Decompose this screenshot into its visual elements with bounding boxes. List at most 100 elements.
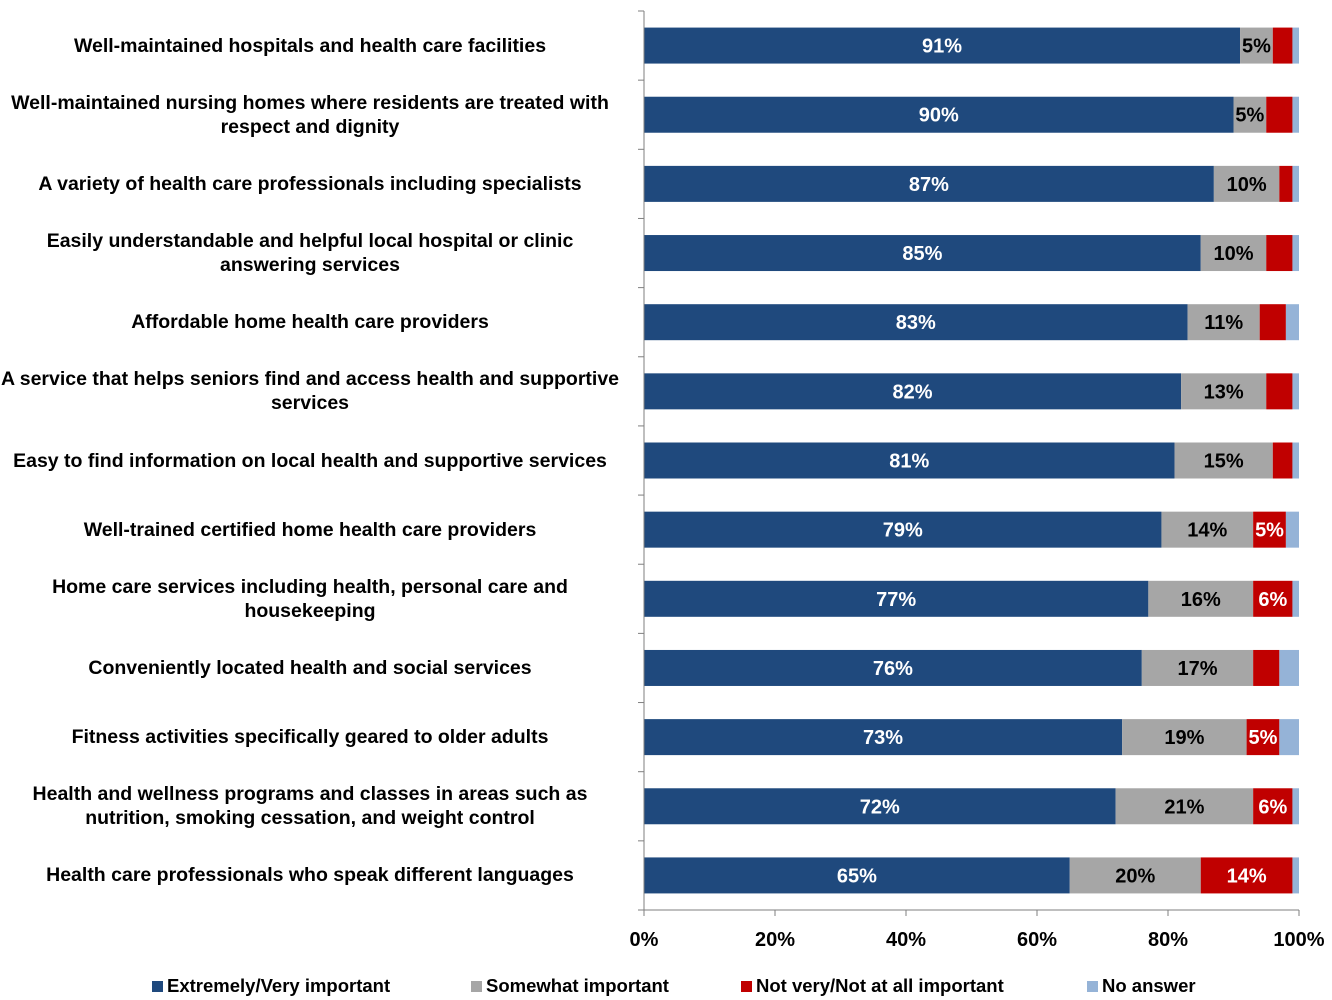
bar-segment — [1141, 649, 1254, 686]
legend-item: Not very/Not at all important — [741, 975, 1004, 997]
data-label: 20% — [1115, 865, 1155, 887]
bar-segment — [1279, 649, 1299, 686]
bar-segment — [644, 511, 1162, 548]
bar-segment — [644, 719, 1123, 756]
bar-segment — [1266, 96, 1293, 133]
category-label: Easily understandable and helpful local … — [46, 230, 574, 277]
bar-segment — [644, 235, 1201, 272]
bar-segment — [1292, 442, 1299, 479]
x-tick-label: 40% — [886, 929, 926, 951]
category-label: Well-trained certified home health care … — [83, 518, 537, 541]
x-tick-label: 100% — [1273, 929, 1324, 951]
data-label: 15% — [1204, 451, 1244, 473]
data-label: 14% — [1227, 865, 1267, 887]
data-label: 14% — [1187, 520, 1227, 542]
bar-segment — [1292, 96, 1299, 133]
data-label: 16% — [1181, 589, 1221, 611]
data-label: 79% — [883, 520, 923, 542]
data-label: 90% — [919, 105, 959, 127]
data-label: 6% — [1258, 589, 1287, 611]
bar-segment — [1259, 304, 1286, 341]
bar-segment — [1292, 857, 1299, 894]
bar-segment — [644, 96, 1234, 133]
bar-segment — [1122, 719, 1247, 756]
category-label: Health and wellness programs and classes… — [32, 783, 588, 830]
bar-segment — [1292, 580, 1299, 617]
bar-segment — [1285, 511, 1299, 548]
bar-segment — [1069, 857, 1201, 894]
bar-segment — [1200, 235, 1267, 272]
bar-segment — [644, 27, 1241, 64]
legend-item: Somewhat important — [471, 975, 669, 997]
data-label: 13% — [1204, 381, 1244, 403]
legend-swatch — [741, 980, 752, 992]
data-label: 81% — [889, 451, 929, 473]
data-label: 72% — [860, 796, 900, 818]
bar-segment — [1253, 788, 1293, 825]
legend-item: No answer — [1087, 975, 1196, 997]
bar-segment — [1266, 373, 1293, 410]
data-label: 17% — [1177, 658, 1217, 680]
legend-label: Extremely/Very important — [167, 975, 391, 996]
bar-segment — [1240, 27, 1273, 64]
data-label: 82% — [893, 381, 933, 403]
bar-segment — [1292, 788, 1299, 825]
data-label: 10% — [1213, 243, 1253, 265]
category-label: Easy to find information on local health… — [13, 449, 607, 472]
data-label: 21% — [1164, 796, 1204, 818]
bar-segment — [1279, 165, 1293, 202]
bar-segment — [1292, 373, 1299, 410]
data-label: 6% — [1258, 796, 1287, 818]
bar-segment — [1253, 511, 1286, 548]
bar-segment — [1253, 580, 1293, 617]
data-label: 87% — [909, 174, 949, 196]
data-label: 76% — [873, 658, 913, 680]
x-tick-label: 0% — [630, 929, 659, 951]
category-label: Home care services including health, per… — [52, 575, 568, 622]
stacked-bar-chart: 91% 5% 90% 5% 87% 10% 85% 10% 83% 11% 82% 13% 81% 15%… — [630, 10, 1325, 951]
bar-segment — [644, 373, 1182, 410]
bar-segment — [1213, 165, 1280, 202]
data-label: 5% — [1255, 520, 1284, 542]
legend-item: Extremely/Very important — [152, 975, 390, 997]
bar-segment — [1200, 857, 1293, 894]
bar-segment — [644, 165, 1214, 202]
data-label: 5% — [1242, 36, 1271, 58]
category-label: Fitness activities specifically geared t… — [71, 726, 549, 749]
x-tick-label: 60% — [1017, 929, 1057, 951]
bar-segment — [1279, 719, 1299, 756]
bar-segment — [1292, 165, 1299, 202]
data-label: 5% — [1249, 727, 1278, 749]
data-label: 11% — [1204, 312, 1243, 334]
data-label: 10% — [1227, 174, 1267, 196]
bar-segment — [644, 442, 1175, 479]
legend-label: Not very/Not at all important — [756, 975, 1004, 996]
bar-segment — [1246, 719, 1280, 756]
bar-segment — [644, 788, 1116, 825]
bar-segment — [644, 580, 1149, 617]
bar-segment — [1266, 235, 1293, 272]
bar-segment — [1161, 511, 1254, 548]
bar-segment — [644, 304, 1188, 341]
bar-segment — [1285, 304, 1299, 341]
bar-segment — [1148, 580, 1254, 617]
bar-segment — [644, 649, 1142, 686]
legend-label: No answer — [1102, 975, 1196, 996]
data-label: 65% — [837, 865, 877, 887]
category-label: A variety of health care professionals i… — [38, 172, 582, 195]
bar-segment — [1253, 649, 1280, 686]
legend-label: Somewhat important — [486, 975, 669, 996]
legend-swatch — [152, 980, 163, 992]
legend-swatch — [471, 980, 482, 992]
category-label: Well-maintained nursing homes where resi… — [11, 91, 609, 138]
bar-segment — [1187, 304, 1260, 341]
bar-segment — [1174, 442, 1273, 479]
category-label: Affordable home health care providers — [131, 311, 489, 334]
data-label: 19% — [1164, 727, 1204, 749]
bar-segment — [644, 857, 1070, 894]
data-label: 91% — [922, 36, 962, 58]
x-tick-label: 80% — [1148, 929, 1188, 951]
x-tick-label: 20% — [755, 929, 795, 951]
bar-segment — [1292, 27, 1299, 64]
category-label: Health care professionals who speak diff… — [46, 864, 574, 887]
